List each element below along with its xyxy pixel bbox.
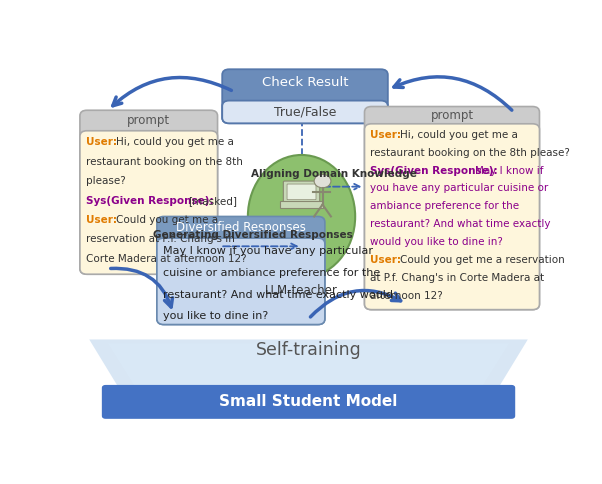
FancyBboxPatch shape [80,131,217,274]
Text: please?: please? [87,176,126,186]
Text: restaurant booking on the 8th please?: restaurant booking on the 8th please? [370,148,570,158]
Text: Self-training: Self-training [256,341,361,359]
Text: Could you get me a reservation: Could you get me a reservation [400,255,565,265]
Text: Hi, could you get me a: Hi, could you get me a [116,137,234,148]
Text: Sys(Given Response):: Sys(Given Response): [370,166,505,176]
FancyBboxPatch shape [157,216,325,325]
FancyBboxPatch shape [222,101,388,123]
Text: Could you get me a: Could you get me a [116,215,218,225]
Text: Aligning Domain Knowledge: Aligning Domain Knowledge [251,169,417,179]
Text: ambiance preference for the: ambiance preference for the [370,201,520,212]
Text: restaurant booking on the 8th: restaurant booking on the 8th [87,157,243,167]
FancyBboxPatch shape [102,385,515,419]
FancyBboxPatch shape [287,184,316,200]
Text: [masked]: [masked] [188,196,237,206]
Text: at P.f. Chang's in Corte Madera at: at P.f. Chang's in Corte Madera at [370,273,544,283]
Text: LLM-teacher: LLM-teacher [265,284,338,297]
Text: Generating Diversified Responses: Generating Diversified Responses [153,230,352,240]
Text: Small Student Model: Small Student Model [219,394,398,409]
Text: Sys(Given Response):: Sys(Given Response): [87,196,218,206]
Text: True/False: True/False [274,106,336,119]
Text: afternoon 12?: afternoon 12? [370,291,443,301]
Circle shape [314,174,331,188]
Bar [280,201,323,208]
Text: User:: User: [87,215,125,225]
FancyBboxPatch shape [284,181,320,203]
Text: User:: User: [370,255,408,265]
FancyBboxPatch shape [365,124,539,310]
Text: prompt: prompt [127,114,170,127]
Text: Diversified Responses: Diversified Responses [176,221,306,234]
Text: you have any particular cuisine or: you have any particular cuisine or [370,183,548,194]
Text: Hi, could you get me a: Hi, could you get me a [400,130,518,140]
Text: Check Result: Check Result [262,76,349,89]
Text: User:: User: [87,137,125,148]
Ellipse shape [248,155,355,278]
FancyBboxPatch shape [365,106,539,310]
Text: would you like to dine in?: would you like to dine in? [370,237,503,247]
FancyBboxPatch shape [157,238,325,325]
Text: you like to dine in?: you like to dine in? [163,311,268,321]
Text: cuisine or ambiance preference for the: cuisine or ambiance preference for the [163,268,380,278]
Text: restaurant? And what time exactly: restaurant? And what time exactly [370,219,551,229]
Text: Corte Madera at afternoon 12?: Corte Madera at afternoon 12? [87,254,247,264]
Polygon shape [108,343,509,403]
Text: reservation at P.f. Chang's in: reservation at P.f. Chang's in [87,234,235,244]
Text: restaurant? And what time exactly would: restaurant? And what time exactly would [163,289,394,300]
Text: User:: User: [370,130,408,140]
Text: May I know if you have any particular: May I know if you have any particular [163,246,373,257]
FancyBboxPatch shape [222,69,388,123]
Polygon shape [89,339,528,408]
Text: prompt: prompt [430,109,474,121]
Text: May I know if: May I know if [474,166,543,176]
FancyBboxPatch shape [80,110,217,274]
